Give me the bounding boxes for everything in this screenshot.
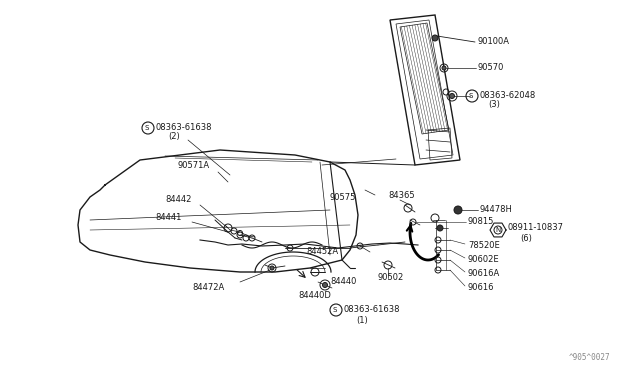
Text: (2): (2) [168, 132, 180, 141]
Text: 90571A: 90571A [178, 160, 210, 170]
Text: 90616: 90616 [468, 283, 495, 292]
Text: N: N [495, 227, 500, 233]
Text: 90602E: 90602E [468, 256, 500, 264]
Text: S: S [469, 93, 473, 99]
Circle shape [270, 266, 274, 270]
Circle shape [437, 225, 443, 231]
Text: 90502: 90502 [378, 273, 404, 282]
Text: 84440D: 84440D [298, 291, 331, 299]
Text: 90100A: 90100A [477, 38, 509, 46]
Text: 08363-62048: 08363-62048 [480, 92, 536, 100]
Text: 84440: 84440 [330, 278, 356, 286]
Text: 08363-61638: 08363-61638 [156, 124, 212, 132]
Text: 90815: 90815 [468, 218, 494, 227]
Circle shape [323, 282, 328, 288]
Text: S: S [333, 307, 337, 313]
Text: 90616A: 90616A [468, 269, 500, 279]
Circle shape [449, 93, 454, 99]
Circle shape [454, 206, 462, 214]
Text: 84472A: 84472A [192, 283, 224, 292]
Text: 84452A: 84452A [306, 247, 338, 257]
Text: ^905^0027: ^905^0027 [568, 353, 610, 362]
Circle shape [442, 66, 446, 70]
Text: (6): (6) [520, 234, 532, 243]
Text: 84365: 84365 [388, 190, 415, 199]
Circle shape [432, 35, 438, 41]
Text: 08911-10837: 08911-10837 [508, 224, 564, 232]
Text: 90570: 90570 [478, 64, 504, 73]
Text: 94478H: 94478H [480, 205, 513, 215]
Text: 84441: 84441 [155, 214, 181, 222]
Text: 90575: 90575 [330, 193, 356, 202]
Text: 78520E: 78520E [468, 241, 500, 250]
Text: (1): (1) [356, 315, 368, 324]
Text: 84442: 84442 [165, 196, 191, 205]
Text: S: S [145, 125, 149, 131]
Text: (3): (3) [488, 99, 500, 109]
Text: 08363-61638: 08363-61638 [344, 305, 401, 314]
